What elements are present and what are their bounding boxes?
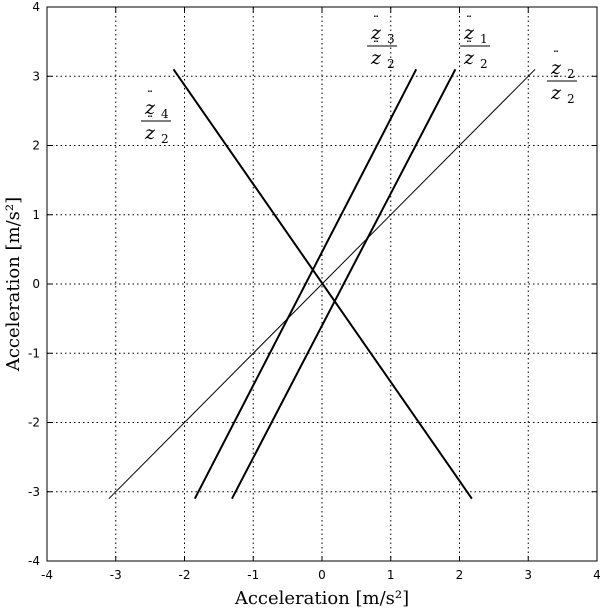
annotation-numerator: z [370, 22, 382, 44]
x-tick-label: 0 [318, 568, 326, 582]
x-tick-label: 2 [456, 568, 464, 582]
x-tick-label: 4 [593, 568, 600, 582]
double-dot-icon: ¨ [553, 49, 559, 63]
x-axis-label: Acceleration [m/s²] [234, 588, 409, 609]
x-tick-label: 1 [387, 568, 395, 582]
annotation-denominator: z [370, 47, 382, 69]
series-line-4 [172, 68, 473, 500]
y-tick-label: -2 [28, 416, 40, 430]
x-tick-label: -2 [179, 568, 191, 582]
annotation-numerator: z [144, 97, 156, 119]
x-tick-label: -4 [41, 568, 53, 582]
y-tick-label: 0 [32, 277, 40, 291]
annotation-denominator: z [550, 82, 562, 104]
double-dot-icon: ¨ [373, 14, 379, 28]
y-axis-label: Acceleration [m/s²] [3, 197, 24, 372]
annotation-numerator: z [463, 22, 475, 44]
annotation-z1-over-z2: z 1¨z 2¨ [460, 14, 490, 71]
y-tick-label: 2 [32, 139, 40, 153]
double-dot-icon: ¨ [373, 39, 379, 53]
annotation-numerator: z [550, 57, 562, 79]
x-tick-label: -3 [110, 568, 122, 582]
annotation-z2-over-z2: z 2¨z 2¨ [547, 49, 577, 106]
annotation-denominator: z [463, 47, 475, 69]
y-tick-label: -4 [28, 554, 40, 568]
x-tick-label: 3 [524, 568, 532, 582]
double-dot-icon: ¨ [466, 39, 472, 53]
series-line-1 [231, 68, 457, 500]
series-line-3 [193, 68, 418, 500]
annotation-z4-over-z2: z 4¨z 2¨ [141, 89, 171, 146]
annotation-denominator-subscript: 2 [480, 57, 488, 71]
annotation-denominator-subscript: 2 [387, 57, 395, 71]
y-tick-label: -3 [28, 485, 40, 499]
y-tick-label: 1 [32, 208, 40, 222]
annotation-numerator-subscript: 3 [387, 32, 395, 46]
annotation-numerator-subscript: 4 [161, 107, 169, 121]
annotation-numerator-subscript: 1 [480, 32, 488, 46]
annotation-denominator: z [144, 122, 156, 144]
series-lines [108, 68, 536, 500]
x-tick-label: -1 [247, 568, 259, 582]
annotation-denominator-subscript: 2 [161, 132, 169, 146]
tick-labels: -4 -3 -2 -1 0 1 2 3 4 -4 -3 -2 -1 0 1 2 3 4 [28, 0, 600, 582]
double-dot-icon: ¨ [553, 74, 559, 88]
annotation-numerator-subscript: 2 [567, 67, 575, 81]
annotation-z3-over-z2: z 3¨z 2¨ [367, 14, 397, 71]
double-dot-icon: ¨ [147, 114, 153, 128]
y-tick-label: -1 [28, 346, 40, 360]
y-tick-label: 4 [32, 0, 40, 14]
double-dot-icon: ¨ [466, 14, 472, 28]
annotation-denominator-subscript: 2 [567, 92, 575, 106]
y-tick-label: 3 [32, 69, 40, 83]
double-dot-icon: ¨ [147, 89, 153, 103]
series-annotations: z 1¨z 2¨z 2¨z 2¨z 3¨z 2¨z 4¨z 2¨ [141, 14, 577, 146]
